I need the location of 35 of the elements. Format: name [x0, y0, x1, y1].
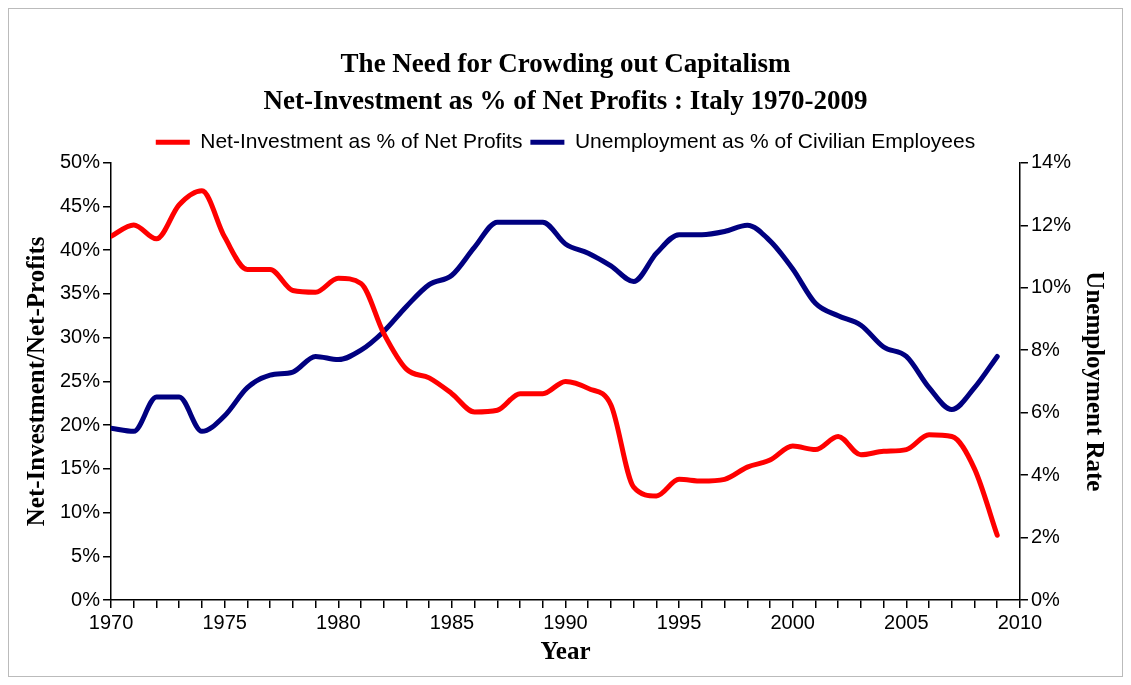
x-tick-label: 2010 — [997, 610, 1043, 633]
y2-tick-label: 2% — [1030, 525, 1061, 548]
x-tick-label: 1970 — [88, 610, 134, 633]
y2-tick-label: 14% — [1030, 150, 1072, 173]
y2-tick-label: 4% — [1030, 462, 1061, 485]
y2-tick-label: 10% — [1030, 275, 1072, 298]
x-tick-label: 1980 — [316, 610, 361, 633]
x-tick-label: 1995 — [656, 610, 702, 633]
y2-axis-title: Unemployment Rate — [1081, 271, 1109, 492]
y-axis-title: Net-Investment/Net-Profits — [22, 236, 50, 527]
y-tick-label: 35% — [60, 281, 101, 304]
x-tick-label: 2005 — [884, 610, 929, 633]
x-tick-label: 2000 — [770, 610, 815, 633]
y-tick-label: 10% — [60, 500, 101, 523]
y2-tick-label: 6% — [1030, 400, 1061, 423]
y2-tick-label: 8% — [1030, 337, 1061, 360]
chart-title: The Need for Crowding out Capitalism — [340, 48, 791, 79]
y-tick-label: 0% — [71, 587, 101, 610]
y-tick-label: 45% — [60, 194, 101, 217]
legend-label: Net-Investment as % of Net Profits — [200, 129, 523, 153]
x-tick-label: 1990 — [543, 610, 588, 633]
x-axis-title: Year — [540, 637, 591, 665]
chart-subtitle: Net-Investment as % of Net Profits : Italy 1970-2009 — [263, 84, 868, 115]
y-tick-label: 5% — [71, 543, 101, 566]
y-tick-label: 15% — [60, 456, 101, 479]
x-tick-label: 1985 — [429, 610, 475, 633]
x-tick-label: 1975 — [202, 610, 247, 633]
legend-label: Unemployment as % of Civilian Employees — [574, 129, 976, 153]
y2-tick-label: 0% — [1030, 587, 1061, 610]
y-tick-label: 40% — [60, 237, 101, 260]
y-tick-label: 30% — [60, 325, 101, 348]
y-tick-label: 50% — [60, 150, 101, 173]
y2-tick-label: 12% — [1030, 212, 1072, 235]
y-tick-label: 25% — [60, 368, 101, 391]
y-tick-label: 20% — [60, 412, 101, 435]
